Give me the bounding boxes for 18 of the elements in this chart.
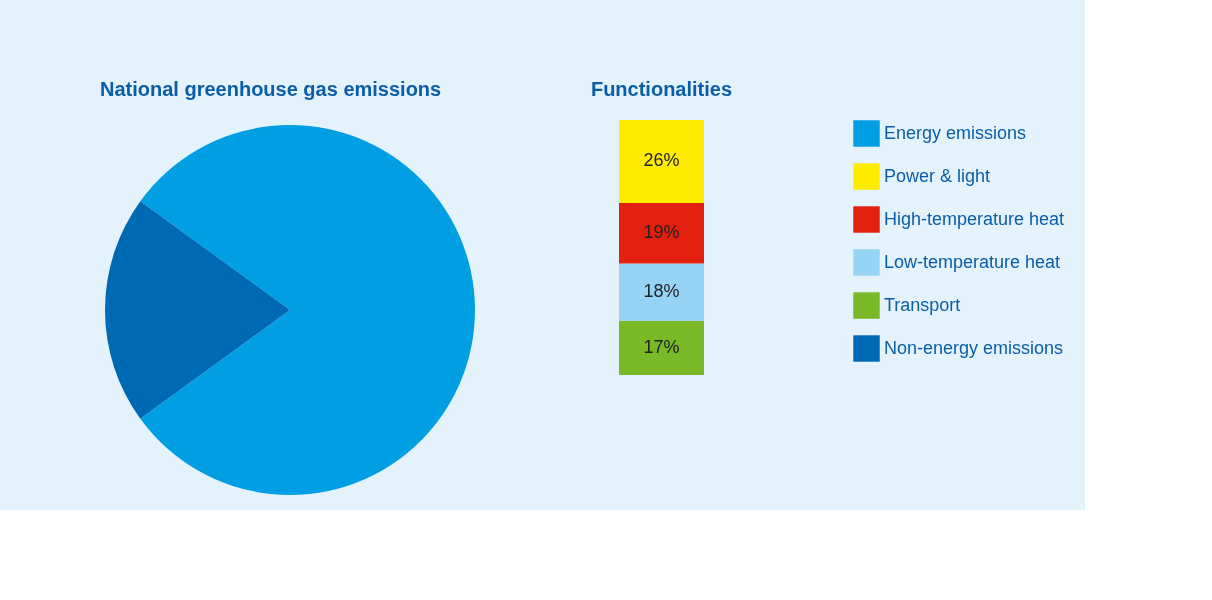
pie-slice xyxy=(105,201,290,419)
chart-title: National greenhouse gas emissions xyxy=(100,78,442,100)
legend-label: Power & light xyxy=(884,165,991,186)
bar xyxy=(619,320,704,375)
data-label: 26% xyxy=(643,150,680,171)
bar xyxy=(619,263,704,321)
data-label: 18% xyxy=(643,281,680,302)
pie-slice xyxy=(140,125,475,495)
chart-title: Functionalities xyxy=(590,78,733,100)
bar xyxy=(619,120,704,203)
legend-label: High-temperature heat xyxy=(884,208,1065,229)
legend-label: Transport xyxy=(884,294,961,315)
data-label: 17% xyxy=(643,336,680,357)
legend-label: Non-energy emissions xyxy=(884,337,1064,358)
legend-label: Energy emissions xyxy=(884,122,1027,143)
data-label: 19% xyxy=(643,222,680,243)
legend-label: Low-temperature heat xyxy=(884,251,1061,272)
bar xyxy=(619,202,704,264)
